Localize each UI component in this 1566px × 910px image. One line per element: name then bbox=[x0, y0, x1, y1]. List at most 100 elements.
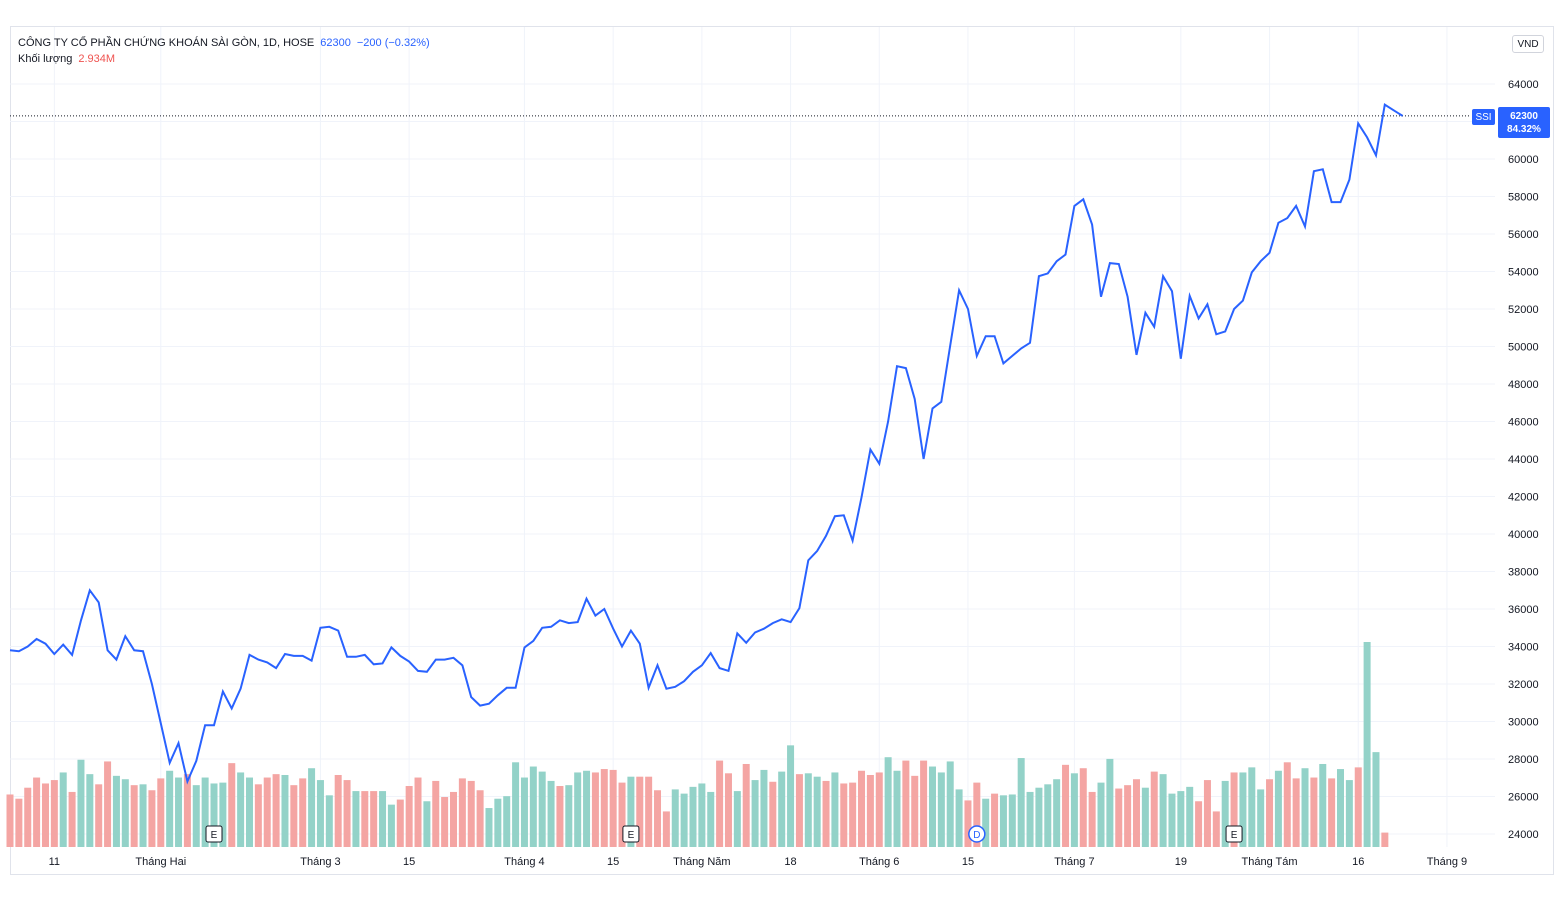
volume-bar bbox=[1239, 772, 1247, 847]
price-line[interactable] bbox=[9, 102, 1404, 785]
volume-bar bbox=[476, 790, 484, 847]
volume-bar bbox=[840, 783, 848, 847]
volume-bar bbox=[760, 769, 768, 847]
event-marker[interactable]: E bbox=[622, 825, 640, 843]
volume-bar bbox=[1035, 787, 1043, 847]
volume-bar bbox=[1017, 758, 1025, 847]
last-price-percent: 84.32% bbox=[1507, 123, 1541, 135]
volume-bar bbox=[450, 791, 457, 847]
volume-bar bbox=[33, 777, 41, 847]
series-title[interactable]: CÔNG TY CỔ PHẦN CHỨNG KHOÁN SÀI GÒN, 1D,… bbox=[18, 37, 315, 49]
volume-bar bbox=[911, 775, 919, 847]
volume-bar bbox=[1070, 773, 1078, 847]
volume-bar bbox=[866, 774, 874, 847]
price-axis[interactable]: 24000 26000 28000 30000 32000 34000 36000 38000… bbox=[1508, 79, 1539, 841]
volume-bar bbox=[219, 782, 227, 847]
event-label: E bbox=[1231, 830, 1238, 841]
volume-bar bbox=[1328, 778, 1336, 847]
volume-value: 2.934M bbox=[78, 53, 116, 65]
volume-bar bbox=[1062, 764, 1070, 847]
volume-bar bbox=[955, 789, 963, 847]
volume-bar bbox=[813, 776, 821, 847]
time-tick-label: Tháng Hai bbox=[135, 856, 186, 868]
event-marker[interactable]: E bbox=[205, 825, 223, 843]
volume-bar bbox=[175, 777, 183, 847]
price-tick-label: 34000 bbox=[1508, 642, 1539, 654]
volume-bar bbox=[671, 789, 679, 847]
volume-bar bbox=[15, 798, 23, 847]
event-label: E bbox=[628, 830, 635, 841]
volume-bar bbox=[1248, 767, 1256, 847]
volume-bar bbox=[1168, 793, 1176, 847]
volume-bar bbox=[290, 785, 298, 847]
volume-bar bbox=[1106, 758, 1114, 847]
time-tick-label: Tháng 6 bbox=[859, 856, 899, 868]
event-marker[interactable]: E bbox=[1225, 825, 1243, 843]
volume-bar bbox=[1212, 811, 1220, 847]
volume-bar bbox=[1310, 777, 1318, 847]
volume-bar bbox=[494, 798, 502, 847]
volume-bar bbox=[1381, 832, 1389, 847]
volume-bar bbox=[503, 796, 511, 847]
time-tick-label: Tháng Năm bbox=[673, 856, 730, 868]
time-tick-label: Tháng 9 bbox=[1427, 856, 1467, 868]
volume-bar bbox=[41, 783, 49, 847]
volume-bar bbox=[1203, 780, 1211, 847]
volume-bar bbox=[361, 791, 369, 847]
volume-bar bbox=[1186, 786, 1194, 847]
dividend-icon bbox=[968, 825, 986, 843]
volume-bar bbox=[467, 780, 475, 847]
volume-bar bbox=[574, 772, 582, 847]
volume-bar bbox=[1221, 780, 1229, 847]
volume-bar bbox=[192, 785, 200, 847]
volume-bar bbox=[387, 804, 395, 847]
time-tick-label: 19 bbox=[1175, 856, 1187, 868]
volume-bar bbox=[804, 773, 812, 847]
volume-bar bbox=[716, 760, 724, 847]
event-label: D bbox=[973, 830, 980, 841]
volume-bar bbox=[1044, 784, 1052, 847]
volume-label[interactable]: Khối lượng bbox=[18, 53, 73, 65]
time-axis[interactable]: 11 Tháng Hai Tháng 3 15 Tháng 4 15 Tháng Năm 18… bbox=[49, 856, 1467, 868]
volume-bar bbox=[1026, 791, 1034, 847]
volume-bar bbox=[1354, 767, 1362, 847]
volume-bar bbox=[1132, 779, 1140, 847]
last-price-value: 62300 bbox=[1510, 110, 1538, 122]
volume-bar bbox=[769, 781, 777, 847]
time-tick-label: Tháng 4 bbox=[504, 856, 544, 868]
volume-bar bbox=[245, 777, 253, 847]
volume-bar bbox=[733, 791, 741, 847]
last-value: 62300 bbox=[320, 37, 351, 49]
volume-bar bbox=[928, 766, 936, 847]
volume-bar bbox=[1230, 772, 1238, 847]
volume-bar bbox=[1345, 780, 1353, 847]
event-label: E bbox=[211, 830, 218, 841]
volume-bar bbox=[130, 785, 138, 847]
price-tick-label: 44000 bbox=[1508, 454, 1539, 466]
event-marker[interactable]: D bbox=[968, 825, 986, 843]
volume-bar bbox=[1274, 770, 1282, 847]
volume-bar bbox=[618, 782, 626, 847]
volume-bar bbox=[414, 777, 422, 847]
volume-bar bbox=[627, 776, 635, 847]
price-tick-label: 58000 bbox=[1508, 192, 1539, 204]
volume-bar bbox=[1150, 771, 1158, 847]
legend: CÔNG TY CỔ PHẦN CHỨNG KHOÁN SÀI GÒN, 1D,… bbox=[18, 35, 430, 67]
volume-bar bbox=[1088, 791, 1096, 847]
volume-bar bbox=[556, 786, 564, 847]
volume-bar bbox=[1115, 788, 1123, 847]
volume-bar bbox=[95, 784, 103, 847]
currency-button[interactable]: VND bbox=[1512, 35, 1544, 53]
volume-bar bbox=[893, 770, 901, 847]
volume-bar bbox=[600, 769, 608, 847]
volume-bar bbox=[370, 791, 378, 847]
volume-bar bbox=[334, 774, 342, 847]
volume-bar bbox=[778, 771, 786, 847]
volume-bar bbox=[1079, 768, 1087, 847]
time-tick-label: 15 bbox=[607, 856, 619, 868]
change-value: −200 (−0.32%) bbox=[356, 37, 430, 49]
volume-bar bbox=[982, 798, 990, 847]
volume-bar bbox=[121, 779, 129, 847]
